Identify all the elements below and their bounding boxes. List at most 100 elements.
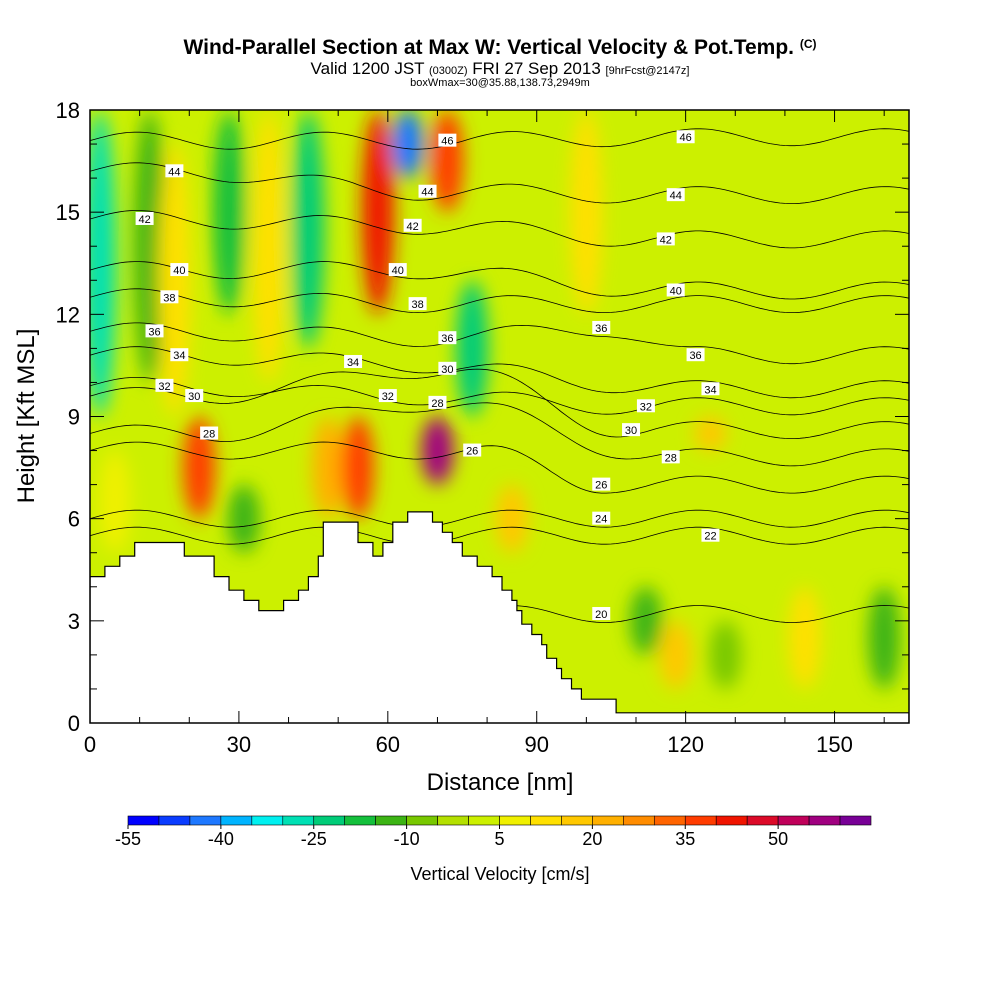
contour-label: 38 bbox=[160, 290, 179, 304]
contour-label: 36 bbox=[686, 348, 705, 362]
contour-label: 40 bbox=[666, 283, 685, 297]
y-tick-label: 18 bbox=[56, 98, 80, 123]
y-tick-label: 3 bbox=[68, 609, 80, 634]
x-tick-label: 90 bbox=[524, 732, 548, 757]
contour-label-text: 40 bbox=[173, 265, 185, 277]
contour-label-text: 20 bbox=[595, 609, 607, 621]
contour-label-text: 46 bbox=[680, 132, 692, 144]
x-tick-label: 0 bbox=[84, 732, 96, 757]
w-cell bbox=[456, 280, 489, 417]
contour-label-text: 44 bbox=[670, 190, 682, 202]
contour-label: 40 bbox=[170, 263, 189, 277]
theta-contour-34 bbox=[90, 346, 909, 399]
contour-label: 20 bbox=[592, 607, 611, 621]
contour-label: 34 bbox=[170, 348, 189, 362]
w-cell bbox=[868, 586, 901, 689]
colorbar: -55 -40 -25 -10 5 20 35 50 bbox=[115, 815, 872, 849]
contour-label-text: 32 bbox=[382, 391, 394, 403]
colorbar-bin bbox=[375, 815, 407, 826]
contour-label: 44 bbox=[666, 188, 685, 202]
contour-label-text: 34 bbox=[704, 384, 716, 396]
valid-time: Valid 1200 JST (0300Z) FRI 27 Sep 2013 [… bbox=[0, 59, 1000, 79]
theta-contour-42 bbox=[90, 210, 909, 249]
box-info: boxWmax=30@35.88,138.73,2949m bbox=[410, 77, 590, 89]
contour-label: 26 bbox=[463, 443, 482, 458]
contour-label: 38 bbox=[408, 297, 427, 311]
y-tick-label: 12 bbox=[56, 302, 80, 327]
theta-contour-22 bbox=[90, 526, 909, 545]
contour-label-text: 46 bbox=[441, 136, 453, 148]
colorbar-bin bbox=[777, 815, 810, 826]
colorbar-bin bbox=[406, 815, 438, 826]
x-axis: 0 30 60 90 120 150 bbox=[84, 110, 885, 757]
contour-label-text: 44 bbox=[421, 187, 433, 199]
contour-label: 30 bbox=[622, 423, 641, 437]
contour-label-text: 38 bbox=[163, 292, 175, 304]
theta-contour-28 bbox=[90, 402, 909, 467]
contour-label: 42 bbox=[403, 218, 422, 233]
w-cell bbox=[495, 484, 528, 553]
plot-area bbox=[90, 110, 909, 723]
w-cell bbox=[629, 586, 662, 655]
w-cell bbox=[709, 620, 742, 689]
w-cell bbox=[133, 110, 166, 383]
contour-label-text: 28 bbox=[665, 452, 677, 464]
colorbar-tick-label: 35 bbox=[675, 829, 695, 849]
vertical-velocity-field bbox=[90, 110, 901, 689]
valid-date: FRI 27 Sep 2013 bbox=[472, 59, 601, 78]
contour-label: 36 bbox=[438, 331, 457, 345]
y-tick-label: 9 bbox=[68, 405, 80, 430]
w-cell bbox=[183, 416, 216, 519]
colorbar-bin bbox=[127, 815, 160, 826]
colorbar-bin bbox=[561, 815, 593, 826]
contour-label-text: 38 bbox=[411, 299, 423, 311]
theta-contour-46 bbox=[90, 128, 909, 150]
colorbar-tick-label: -40 bbox=[208, 829, 234, 849]
colorbar-bin bbox=[684, 815, 717, 826]
colorbar-bin bbox=[344, 815, 376, 826]
contour-label-text: 36 bbox=[595, 323, 607, 335]
theta-contour-30 bbox=[90, 368, 909, 439]
colorbar-label: Vertical Velocity [cm/s] bbox=[410, 864, 589, 884]
contour-label-text: 30 bbox=[625, 425, 637, 437]
contour-label: 34 bbox=[344, 355, 363, 369]
w-cell bbox=[158, 144, 191, 417]
colorbar-bin bbox=[653, 815, 686, 826]
chart-title-text: Wind-Parallel Section at Max W: Vertical… bbox=[183, 36, 794, 59]
contour-label-text: 24 bbox=[595, 514, 607, 526]
chart-title: Wind-Parallel Section at Max W: Vertical… bbox=[0, 36, 1000, 60]
contour-label: 30 bbox=[185, 389, 204, 403]
x-axis-label: Distance [nm] bbox=[427, 769, 574, 796]
colorbar-bin bbox=[251, 815, 284, 826]
colorbar-bin bbox=[839, 815, 872, 826]
valid-forecast: [9hrFcst@2147z] bbox=[605, 65, 690, 77]
colorbar-tick-label: 5 bbox=[494, 829, 504, 849]
contour-label-text: 42 bbox=[138, 214, 150, 226]
x-tick-label: 30 bbox=[227, 732, 251, 757]
x-tick-label: 150 bbox=[816, 732, 853, 757]
contour-label: 32 bbox=[636, 399, 655, 413]
w-cell bbox=[361, 110, 394, 315]
x-tick-label: 120 bbox=[667, 732, 704, 757]
w-cell bbox=[98, 450, 131, 553]
contour-label-text: 40 bbox=[670, 285, 682, 297]
contour-label-text: 32 bbox=[640, 401, 652, 413]
colorbar-bin bbox=[499, 815, 531, 826]
contour-label: 42 bbox=[135, 211, 154, 226]
contour-label-text: 26 bbox=[595, 480, 607, 492]
w-cell bbox=[212, 110, 245, 315]
terrain-mask bbox=[90, 511, 909, 723]
colorbar-bin bbox=[623, 815, 655, 826]
valid-utc: (0300Z) bbox=[429, 65, 468, 77]
theta-contour-32 bbox=[90, 377, 909, 416]
w-cell bbox=[342, 416, 375, 519]
contour-label-text: 28 bbox=[203, 429, 215, 441]
w-cell bbox=[659, 620, 692, 689]
contour-label-text: 28 bbox=[431, 398, 443, 410]
w-cell bbox=[788, 586, 821, 689]
colorbar-bin bbox=[158, 815, 191, 826]
colorbar-bin bbox=[808, 815, 841, 826]
valid-prefix: Valid 1200 JST bbox=[310, 59, 425, 78]
contour-label-text: 44 bbox=[168, 166, 180, 178]
